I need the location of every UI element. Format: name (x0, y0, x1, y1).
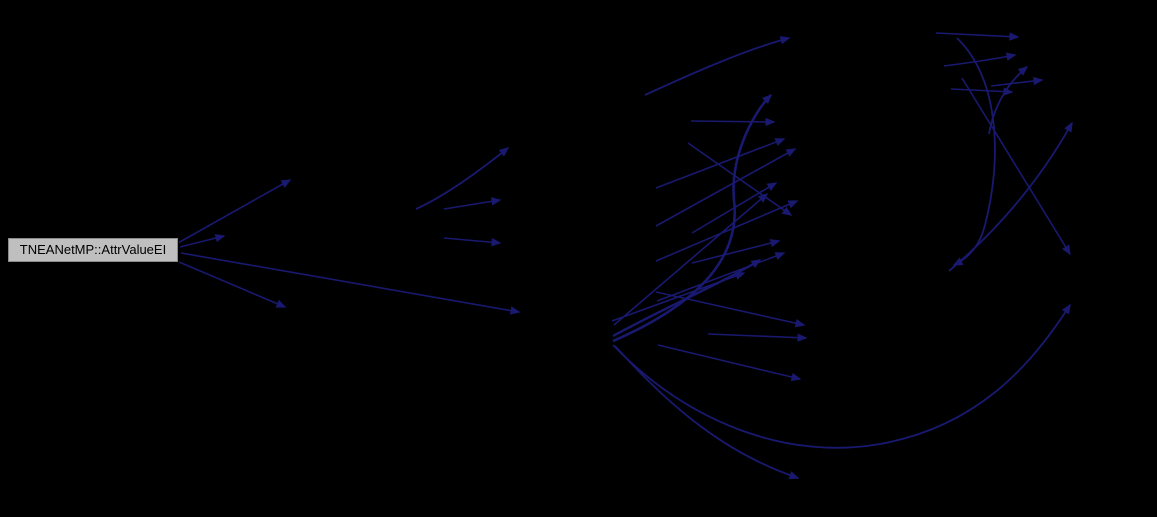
graph-edge (443, 197, 502, 210)
graph-edge (691, 239, 781, 264)
graph-edge (690, 117, 776, 127)
graph-edge (950, 87, 1014, 96)
graph-edge (644, 36, 791, 96)
graph-edge (177, 179, 292, 244)
graph-edge (656, 252, 786, 302)
graph-edge (952, 37, 996, 266)
graph-edge (614, 345, 800, 480)
graph-edge (988, 66, 1029, 135)
graph-edge (655, 148, 797, 227)
graph-edge (657, 344, 802, 382)
graph-edge (655, 291, 806, 328)
graph-edge (179, 233, 226, 248)
graph-edge (707, 333, 808, 342)
graph-node-attrvalueei[interactable]: TNEANetMP::AttrValueEI (7, 237, 179, 263)
call-graph-edges (171, 32, 1073, 480)
graph-edge (655, 200, 799, 262)
graph-edge (961, 77, 1071, 256)
graph-edge (990, 76, 1044, 87)
graph-edge (415, 147, 510, 210)
graph-edge (612, 303, 1071, 449)
graph-edge (935, 32, 1020, 41)
graph-edge (943, 52, 1017, 67)
graph-edge (443, 237, 502, 247)
graph-edge (171, 258, 287, 308)
graph-edge (613, 193, 769, 326)
graph-edge (180, 252, 521, 315)
graph-edge (655, 138, 786, 189)
graph-edge (612, 258, 762, 338)
graph-edge (612, 93, 773, 343)
graph-edge (948, 121, 1073, 272)
